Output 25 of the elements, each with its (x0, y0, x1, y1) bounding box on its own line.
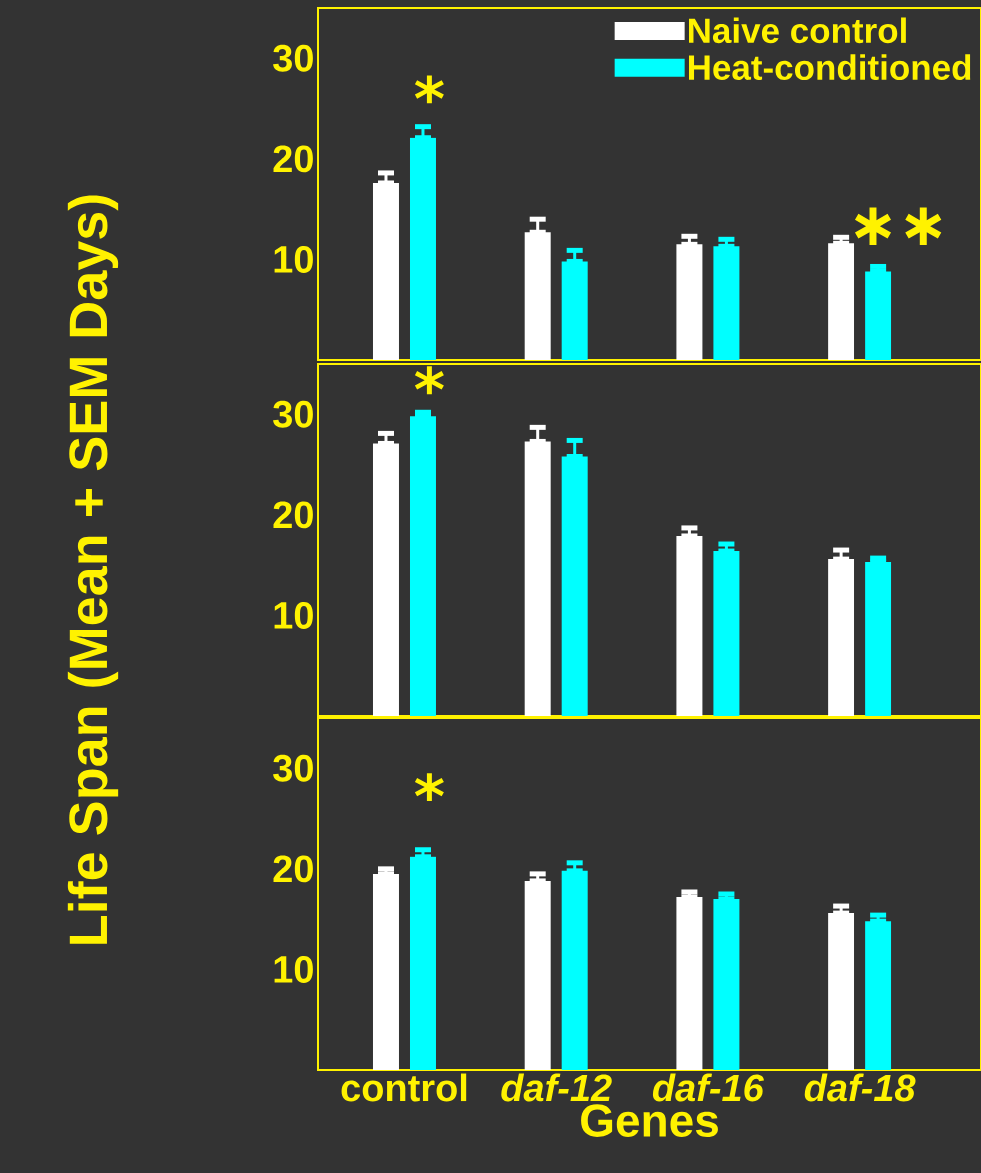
bar (676, 535, 703, 716)
y-tick-label: 10 (274, 245, 313, 273)
x-axis-title: Genes (581, 1104, 718, 1137)
annotation: * (414, 366, 444, 395)
x-tick-label: daf-16 (652, 1073, 764, 1102)
bar (561, 456, 588, 716)
annotation: * (414, 75, 444, 104)
y-tick-label: 30 (273, 44, 313, 72)
x-tick-label: control (341, 1073, 467, 1102)
legend-label: Naive control (688, 17, 906, 44)
y-tick-label: 30 (273, 400, 313, 428)
bar (372, 182, 399, 360)
y-tick-label: 10 (274, 955, 313, 983)
annotation: * (414, 773, 444, 802)
annotation: ∗∗ (854, 207, 942, 246)
y-tick-label: 20 (273, 145, 313, 173)
y-tick-label: 10 (274, 601, 313, 629)
legend-label: Heat-conditioned (688, 54, 971, 81)
y-tick-label: 20 (273, 501, 313, 529)
x-tick-label: daf-18 (804, 1073, 916, 1102)
y-tick-label: 20 (273, 855, 313, 883)
x-tick-label: daf-12 (501, 1073, 612, 1102)
bar (409, 137, 436, 360)
y-tick-label: 30 (273, 754, 313, 782)
y-axis-title: Life Span (Mean + SEM Days) (67, 195, 119, 944)
